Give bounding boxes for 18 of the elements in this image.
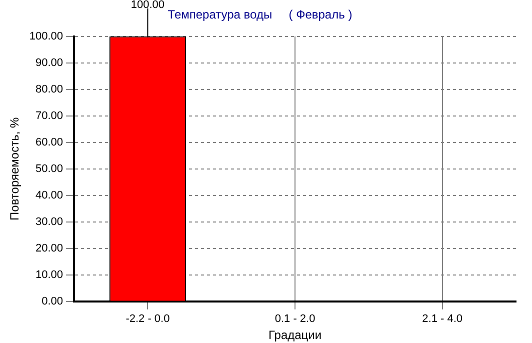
y-tick-label: 10.00	[36, 268, 64, 281]
y-tick-label: 0.00	[42, 295, 64, 308]
y-tick-label: 100.00	[29, 30, 64, 42]
data-label: 100.00	[130, 0, 165, 11]
chart-title: Температура воды ( Февраль )	[168, 8, 352, 22]
y-tick-label: 70.00	[36, 110, 64, 122]
y-tick-label: 60.00	[36, 136, 64, 148]
y-tick-label: 20.00	[36, 242, 64, 254]
y-tick-label: 40.00	[36, 189, 64, 202]
y-tick-label: 80.00	[36, 83, 64, 96]
x-tick-label: 2.1 - 4.0	[422, 313, 463, 326]
x-axis-title: Градации	[268, 328, 322, 342]
y-axis-title: Повторяемость, %	[8, 116, 22, 220]
y-tick-label: 30.00	[36, 216, 64, 228]
x-tick-label: 0.1 - 2.0	[274, 313, 316, 326]
x-tick-label: -2.2 - 0.0	[126, 313, 170, 326]
y-tick-label: 90.00	[36, 56, 64, 69]
y-tick-label: 50.00	[36, 162, 64, 175]
